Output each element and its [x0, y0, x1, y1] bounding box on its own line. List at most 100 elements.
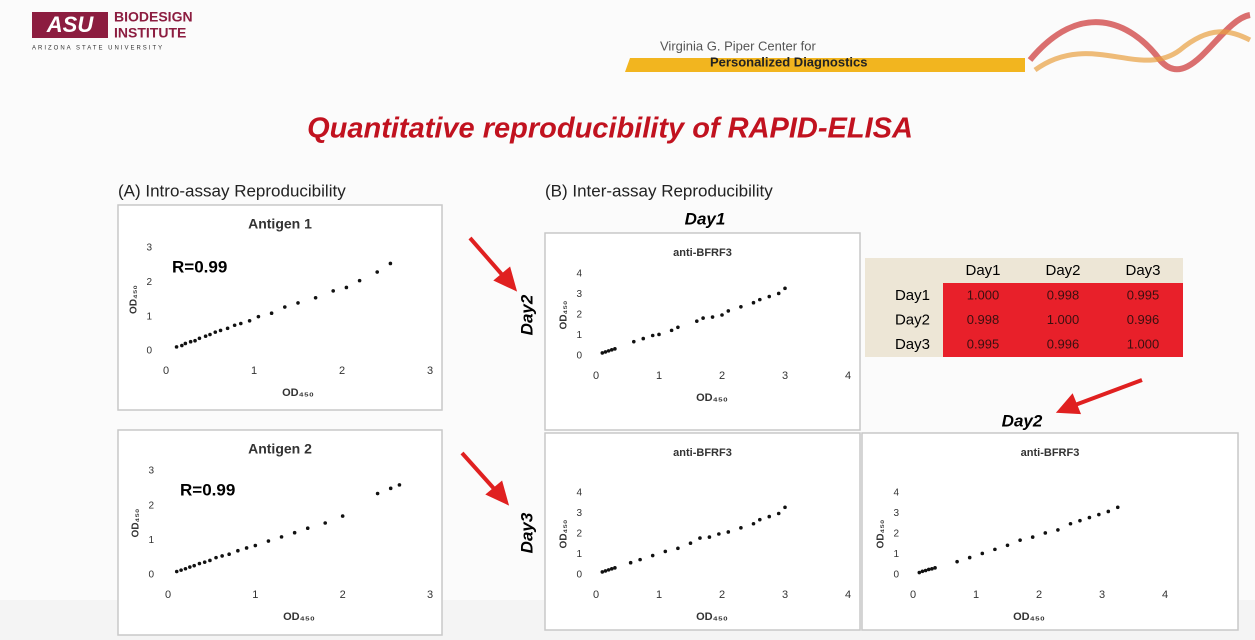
point: [600, 351, 605, 355]
point: [203, 334, 208, 339]
point: [375, 270, 380, 274]
day-label: Day1: [685, 209, 726, 228]
table-header: [865, 258, 1183, 283]
chart-frame: [544, 432, 861, 631]
point: [344, 285, 349, 290]
x-axis-label: OD₄₅₀: [282, 387, 314, 399]
point: [1087, 515, 1092, 520]
point: [632, 339, 636, 344]
y-tick-label: 3: [893, 508, 899, 519]
point: [923, 568, 928, 573]
chart: anti-BFRF3 0 1 2 3 4 0 1 2 3 4 OD₄₅₀ OD₄₅₀: [861, 432, 1239, 631]
y-tick-label: 3: [576, 508, 582, 519]
chart: Antigen 2 R=0.99 0 1 2 3 0 1 2 3 OD₄₅₀ OD₄₅₀: [117, 429, 443, 636]
point: [650, 553, 655, 558]
x-tick-label: 4: [845, 589, 851, 601]
y-tick-label: 2: [576, 529, 582, 540]
x-tick-label: 3: [427, 589, 433, 601]
table-cell: 1.000: [1127, 336, 1160, 351]
point: [266, 539, 271, 543]
point: [600, 570, 605, 574]
chart: Antigen 1 R=0.99 0 1 2 3 0 1 2 3 OD₄₅₀ OD₄₅₀: [117, 204, 443, 411]
table-cell: 1.000: [1047, 312, 1080, 327]
point: [1068, 521, 1073, 526]
table-cell: 0.995: [1127, 287, 1160, 302]
point: [188, 565, 192, 569]
chart-frame: [544, 232, 861, 431]
point: [609, 348, 614, 352]
logo-line: INSTITUTE: [114, 25, 186, 41]
x-tick-label: 3: [782, 589, 788, 601]
point: [388, 486, 393, 491]
point: [247, 318, 252, 323]
y-tick-label: 3: [576, 289, 582, 300]
point: [283, 305, 287, 309]
point: [663, 549, 668, 554]
point: [225, 326, 230, 331]
x-tick-label: 0: [593, 370, 599, 382]
point: [174, 569, 179, 574]
table-cell: 1.000: [967, 287, 1000, 302]
x-tick-label: 1: [973, 589, 979, 601]
point: [657, 332, 661, 337]
y-tick-label: 0: [146, 346, 152, 357]
y-tick-label: 3: [148, 466, 154, 477]
point: [606, 568, 611, 572]
point: [313, 295, 318, 300]
point: [603, 350, 608, 354]
table-cells: [943, 283, 1183, 357]
point: [933, 566, 937, 570]
point: [726, 530, 731, 534]
logo-block: [32, 12, 108, 38]
chart-frame: [117, 204, 443, 411]
row-header: Day1: [895, 287, 930, 304]
row-header: Day2: [895, 311, 930, 328]
chart: anti-BFRF3 0 1 2 3 4 0 1 2 3 4 OD₄₅₀ OD₄₅₀: [544, 432, 861, 631]
x-axis-label: OD₄₅₀: [696, 392, 728, 404]
point: [638, 557, 642, 562]
helix: [1033, 29, 1252, 73]
x-tick-label: 0: [165, 589, 171, 601]
point: [613, 566, 617, 570]
point: [1056, 528, 1060, 532]
annotation: R=0.99: [172, 257, 227, 276]
chart-title: Antigen 1: [248, 216, 312, 232]
table-cell: 0.995: [967, 336, 1000, 351]
x-tick-label: 1: [656, 589, 662, 601]
point: [676, 325, 680, 330]
x-tick-label: 2: [340, 589, 346, 601]
table-cell: 0.998: [967, 312, 1000, 327]
point: [967, 555, 972, 560]
table-cell: 0.998: [1047, 287, 1080, 302]
x-axis-label: OD₄₅₀: [283, 611, 315, 623]
chart-title: anti-BFRF3: [1021, 447, 1080, 459]
point: [676, 546, 680, 551]
point: [695, 319, 699, 323]
x-tick-label: 2: [339, 365, 345, 377]
x-axis-label: OD₄₅₀: [1013, 611, 1045, 623]
point: [227, 552, 231, 556]
y-tick-label: 2: [576, 310, 582, 321]
point: [192, 563, 196, 568]
point: [1030, 535, 1035, 539]
logo-sub: ARIZONA STATE UNIVERSITY: [32, 46, 164, 52]
point: [305, 526, 310, 530]
y-tick-label: 0: [576, 351, 582, 362]
point: [1115, 505, 1120, 510]
point: [669, 328, 674, 333]
logo-mark: ASU: [46, 12, 95, 37]
point: [174, 345, 179, 349]
arrows: [460, 236, 1143, 506]
point: [279, 535, 284, 539]
point: [256, 314, 261, 319]
slide-title: Quantitative reproducibility of RAPID-EL…: [307, 113, 913, 145]
y-tick-label: 2: [148, 500, 154, 511]
point: [726, 309, 731, 313]
point: [214, 555, 218, 560]
point: [641, 336, 646, 341]
point: [650, 333, 655, 338]
point: [698, 536, 702, 540]
point: [188, 339, 193, 344]
y-tick-label: 2: [893, 529, 899, 540]
section-label: (A) Intro-assay Reproducibility: [118, 181, 346, 200]
